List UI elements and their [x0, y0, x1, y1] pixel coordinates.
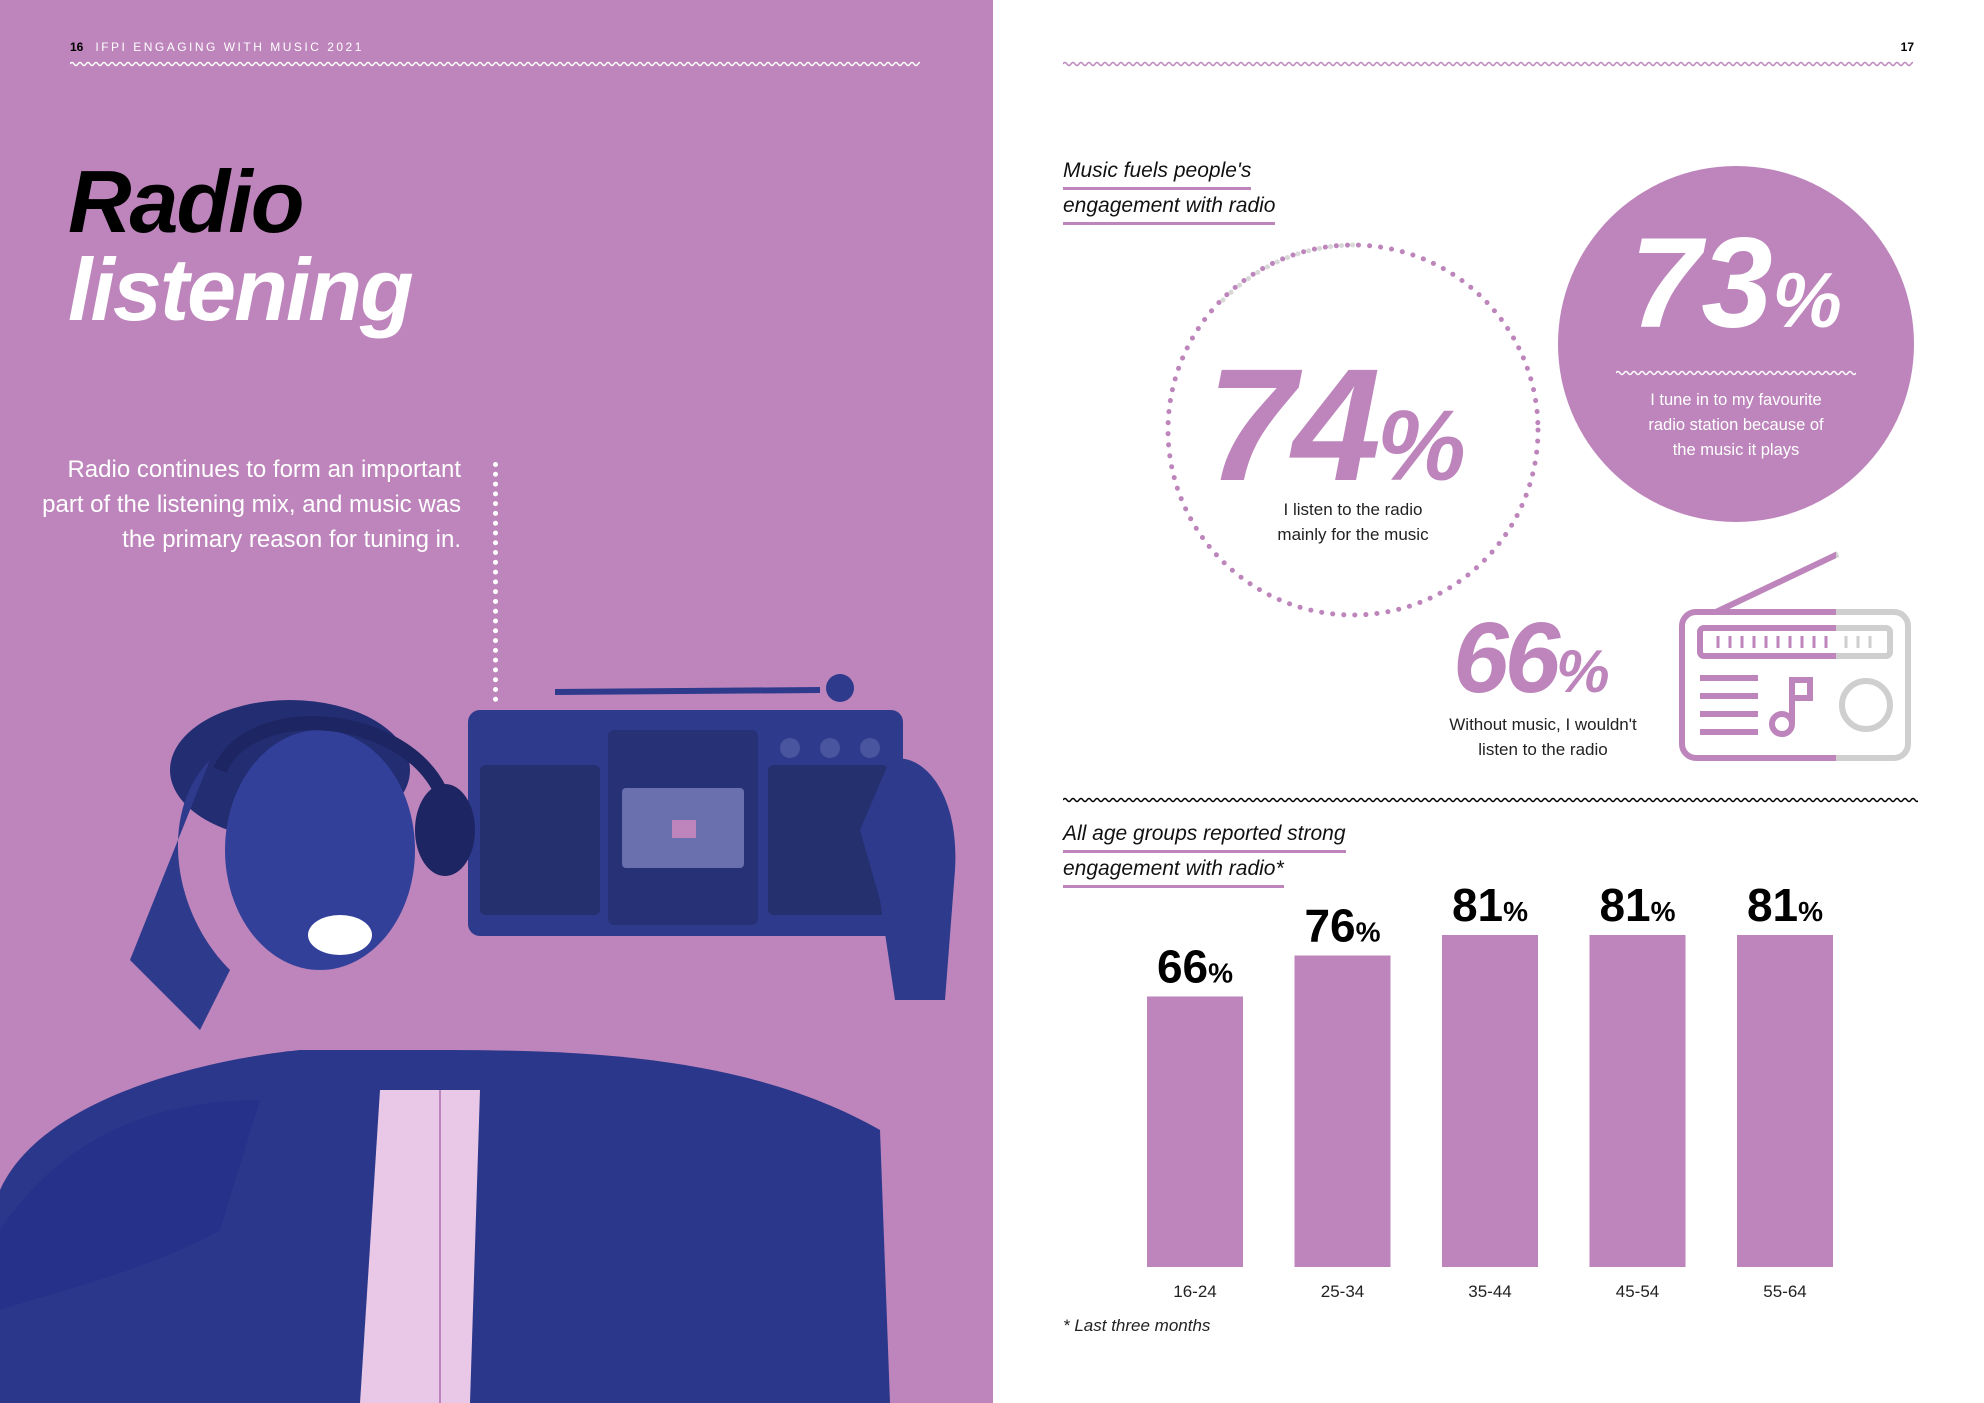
section-title-music-fuels: Music fuels people's engagement with rad… — [1063, 155, 1276, 225]
section2-title-line1: All age groups reported strong — [1063, 818, 1346, 853]
stat-66-number: 66 — [1453, 602, 1560, 714]
section1-title-line2: engagement with radio — [1063, 190, 1276, 225]
stat-73-wave — [1616, 370, 1856, 376]
stat-73-caption: I tune in to my favourite radio station … — [1618, 388, 1854, 463]
stat-74-caption-line1: I listen to the radio — [1283, 500, 1423, 519]
stat-74-value: 74% — [1207, 345, 1466, 526]
stat-73-value: 73% — [1558, 220, 1914, 364]
dotted-circle-74 — [1165, 242, 1541, 618]
dotted-connector — [493, 462, 499, 702]
stat-74-number: 74 — [1207, 335, 1381, 514]
section1-title-line1: Music fuels people's — [1063, 155, 1252, 190]
right-header-wave-divider — [1063, 61, 1913, 67]
stat-73-caption-line1: I tune in to my favourite — [1650, 391, 1822, 409]
stat-66-caption-line1: Without music, I wouldn't — [1449, 715, 1637, 734]
stat-73-caption-line3: the music it plays — [1672, 441, 1800, 459]
stat-74-unit: % — [1376, 390, 1466, 502]
intro-paragraph: Radio continues to form an important par… — [42, 456, 461, 553]
boombox-illustration — [468, 674, 903, 936]
page-title: Radio listening — [68, 152, 414, 339]
publication-title: IFPI ENGAGING WITH MUSIC 2021 — [95, 40, 364, 54]
radio-icon — [1679, 551, 1911, 761]
stat-73-number: 73 — [1630, 212, 1773, 355]
section2-title-line2: engagement with radio* — [1063, 853, 1284, 888]
title-line-listening: listening — [68, 240, 414, 339]
stat-66-caption-line2: listen to the radio — [1478, 740, 1608, 759]
stat-66-unit: % — [1556, 638, 1610, 705]
stat-73-unit: % — [1772, 256, 1842, 344]
left-page: 16 IFPI ENGAGING WITH MUSIC 2021 Radio li… — [0, 0, 993, 1403]
header-wave-divider — [70, 61, 920, 67]
mid-wave-divider — [1063, 797, 1918, 803]
right-page-number: 17 — [1900, 40, 1914, 54]
stat-66-caption: Without music, I wouldn't listen to the … — [1433, 712, 1653, 762]
woman-with-boombox-photo — [0, 674, 956, 1403]
woman-figure — [0, 700, 890, 1403]
stat-74-caption: I listen to the radio mainly for the mus… — [1233, 497, 1473, 547]
stat-74-caption-line2: mainly for the music — [1277, 525, 1429, 544]
title-line-radio: Radio — [68, 152, 304, 251]
left-page-number: 16 — [70, 40, 84, 54]
section-title-age-groups: All age groups reported strong engagemen… — [1063, 818, 1346, 888]
chart-footnote: * Last three months — [1063, 1316, 1211, 1335]
stat-73-caption-line2: radio station because of — [1648, 416, 1824, 434]
running-head: 16 IFPI ENGAGING WITH MUSIC 2021 — [70, 40, 364, 54]
right-page: 17 Music fuels people's engagement with … — [993, 0, 1984, 1403]
stat-73-circle: 73% I tune in to my favourite radio stat… — [1558, 166, 1914, 522]
stat-66-value: 66% — [1453, 608, 1610, 722]
